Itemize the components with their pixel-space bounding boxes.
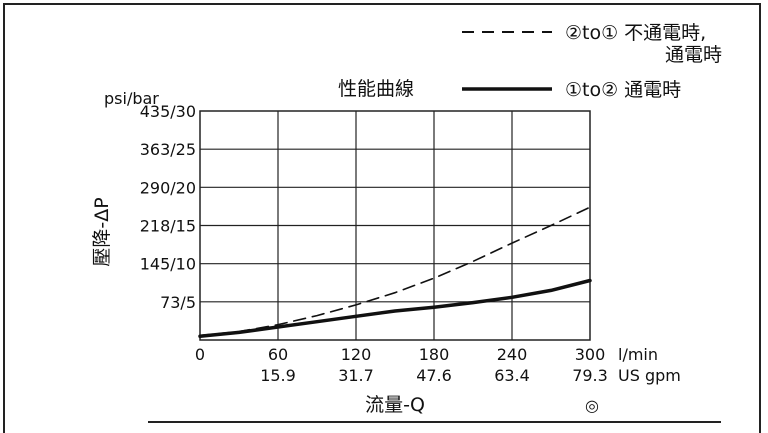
bottom-rule xyxy=(148,421,721,423)
x-tick-label: 240 xyxy=(497,345,528,364)
legend-dashed-label-line2: 通電時 xyxy=(665,44,722,66)
x-tick-label: 180 xyxy=(419,345,450,364)
y-unit-label: psi/bar xyxy=(104,89,159,108)
x2-unit-label: US gpm xyxy=(618,366,681,385)
y-tick-label: 363/25 xyxy=(140,140,196,159)
chart-frame xyxy=(3,3,761,433)
x2-tick-label: 31.7 xyxy=(338,366,374,385)
legend-solid-label: ①to② 通電時 xyxy=(565,79,681,101)
grid-layer xyxy=(199,110,591,341)
y-tick-label: 218/15 xyxy=(140,217,196,236)
x2-tick-label: 15.9 xyxy=(260,366,296,385)
y-tick-label: 290/20 xyxy=(140,178,196,197)
y-tick-label: 145/10 xyxy=(140,255,196,274)
footer-symbol: ◎ xyxy=(585,396,599,415)
x2-tick-label: 79.3 xyxy=(572,366,608,385)
x-axis-label: 流量-Q xyxy=(365,394,425,416)
x2-tick-label: 63.4 xyxy=(494,366,530,385)
series-line-dashed xyxy=(199,206,591,337)
legend: ②to① 不通電時, 通電時 性能曲線 ①to② 通電時 xyxy=(338,22,722,101)
legend-title: 性能曲線 xyxy=(338,78,414,100)
ticks-layer: 0 60 15.9 120 31.7 180 47.6 240 63.4 300 79.3 73/5 1… xyxy=(140,102,608,385)
x-tick-label: 300 xyxy=(575,345,606,364)
x-tick-label: 60 xyxy=(268,345,288,364)
y-tick-label: 435/30 xyxy=(140,102,196,121)
series-layer xyxy=(198,206,592,338)
y-tick-label: 73/5 xyxy=(160,293,196,312)
legend-dashed-label-line1: ②to① 不通電時, xyxy=(565,22,706,44)
x2-tick-label: 47.6 xyxy=(416,366,452,385)
y-axis-label: 壓降-ΔP xyxy=(91,197,113,266)
x-unit-label: l/min xyxy=(618,345,658,364)
series-line-solid xyxy=(198,278,592,338)
x-tick-label: 0 xyxy=(195,345,205,364)
x-tick-label: 120 xyxy=(341,345,372,364)
